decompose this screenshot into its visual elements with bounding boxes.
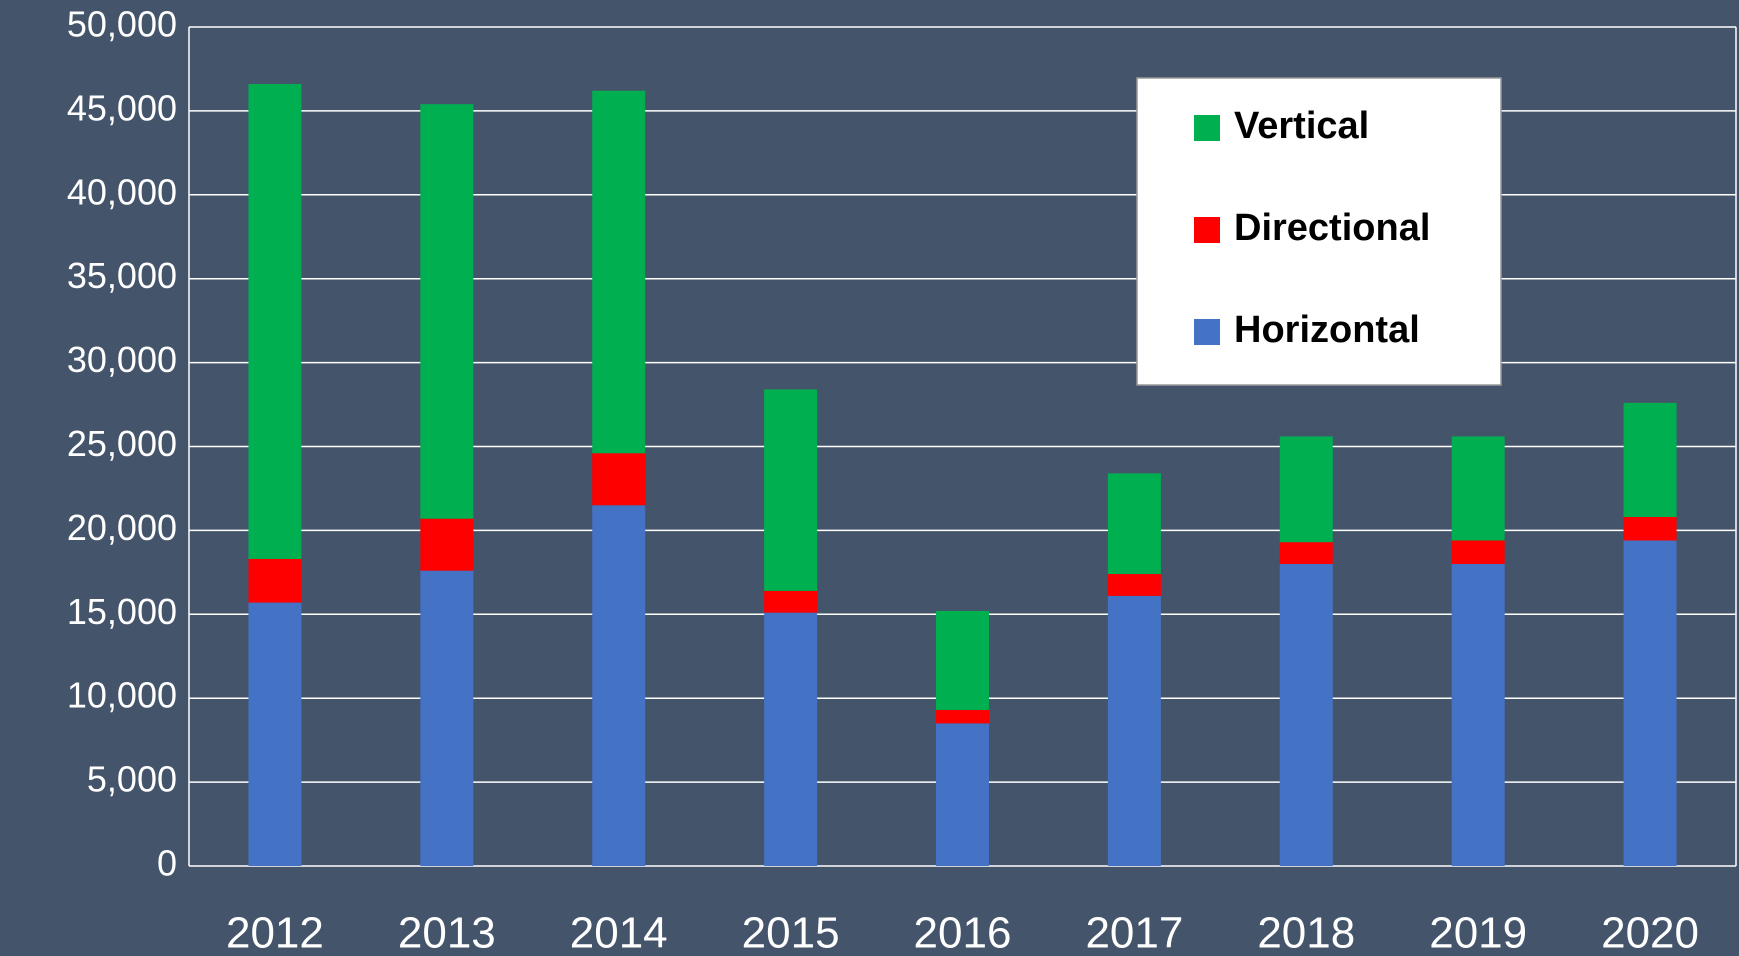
y-tick-label: 35,000 <box>67 255 177 296</box>
bar-segment <box>592 453 646 506</box>
bar-segment <box>936 610 989 710</box>
y-tick-label: 10,000 <box>67 675 177 716</box>
bar-segment <box>1623 516 1677 541</box>
bar-segment <box>1451 540 1505 564</box>
x-tick-label: 2017 <box>1085 909 1183 956</box>
y-tick-label: 20,000 <box>67 507 177 548</box>
bar-segment <box>1107 595 1161 866</box>
y-tick-label: 40,000 <box>67 171 177 212</box>
x-tick-label: 2015 <box>742 909 840 956</box>
legend-label: Vertical <box>1234 105 1369 147</box>
bar-segment <box>420 104 474 519</box>
y-tick-label: 0 <box>157 843 177 884</box>
bar-segment <box>592 90 646 454</box>
bar-segment <box>248 558 302 603</box>
bar-segment <box>1107 574 1161 596</box>
x-tick-label: 2019 <box>1429 909 1527 956</box>
x-tick-label: 2016 <box>914 909 1012 956</box>
bar-segment <box>1623 540 1677 866</box>
y-tick-label: 25,000 <box>67 423 177 464</box>
legend-swatch <box>1194 115 1220 141</box>
y-tick-label: 5,000 <box>87 759 177 800</box>
x-tick-label: 2018 <box>1257 909 1355 956</box>
y-tick-label: 45,000 <box>67 87 177 128</box>
y-tick-label: 15,000 <box>67 591 177 632</box>
bar-segment <box>936 723 989 866</box>
bar-segment <box>1279 436 1333 543</box>
bar-segment <box>1107 473 1161 575</box>
bar-segment <box>248 84 302 559</box>
bar-segment <box>1451 436 1505 541</box>
bar-segment <box>1279 542 1333 564</box>
x-tick-label: 2012 <box>226 909 324 956</box>
x-tick-label: 2013 <box>398 909 496 956</box>
y-tick-label: 50,000 <box>67 4 177 45</box>
bar-segment <box>1279 563 1333 866</box>
bar-segment <box>764 590 818 613</box>
bar-segment <box>764 612 818 866</box>
bar-segment <box>1451 563 1505 866</box>
bar-segment <box>248 602 302 866</box>
x-tick-label: 2020 <box>1601 909 1699 956</box>
bar-segment <box>936 709 989 724</box>
y-tick-label: 30,000 <box>67 339 177 380</box>
x-tick-label: 2014 <box>570 909 668 956</box>
legend-label: Directional <box>1234 207 1430 249</box>
bar-segment <box>764 389 818 591</box>
legend-swatch <box>1194 319 1220 345</box>
bar-segment <box>592 505 646 866</box>
bar-segment <box>420 570 474 866</box>
legend-label: Horizontal <box>1234 309 1420 351</box>
bar-segment <box>420 518 474 571</box>
bar-segment <box>1623 402 1677 517</box>
legend-swatch <box>1194 217 1220 243</box>
